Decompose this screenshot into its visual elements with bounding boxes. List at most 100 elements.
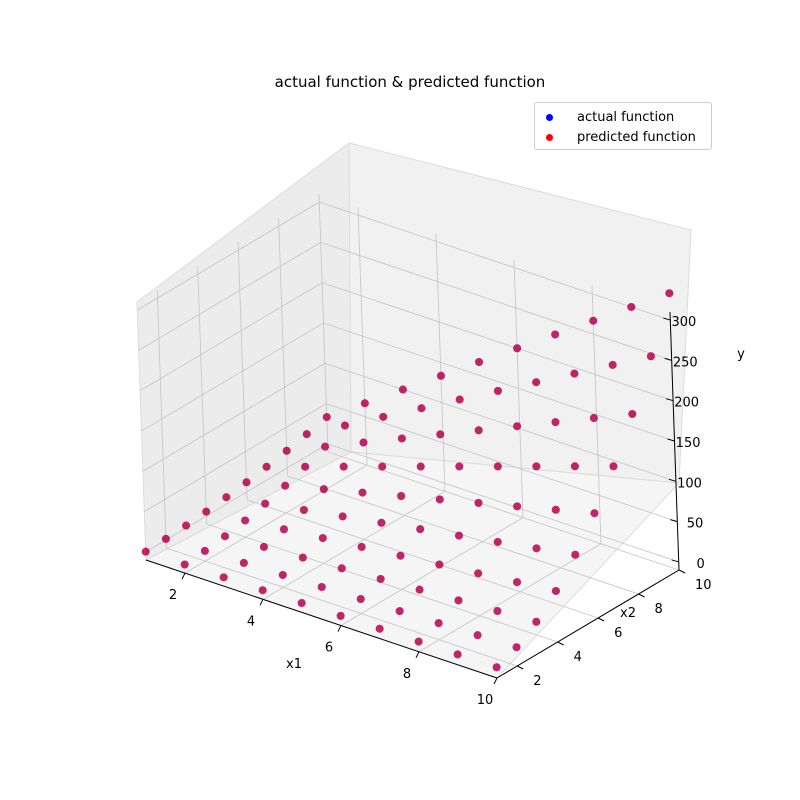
predicted-point	[377, 518, 386, 527]
x-axis-line	[145, 559, 498, 679]
predicted-point	[474, 569, 483, 578]
predicted-point	[222, 493, 231, 502]
predicted-point	[317, 583, 326, 592]
predicted-point	[628, 409, 637, 418]
predicted-point	[279, 525, 288, 534]
legend-marker-actual	[546, 113, 553, 121]
predicted-point	[608, 360, 617, 369]
predicted-point	[627, 302, 636, 311]
predicted-point	[379, 412, 388, 421]
grid-line-z	[321, 282, 674, 402]
predicted-point	[356, 595, 365, 604]
z-tick	[664, 357, 672, 361]
z-tick	[668, 478, 677, 482]
legend-entry-predicted: predicted function	[543, 128, 696, 146]
predicted-point	[492, 663, 501, 672]
grid-line-z	[320, 241, 672, 361]
predicted-point	[454, 531, 463, 540]
predicted-point	[220, 532, 229, 541]
predicted-point	[301, 462, 310, 471]
predicted-point	[435, 495, 444, 504]
predicted-point	[339, 462, 348, 471]
predicted-point	[397, 434, 406, 443]
z-tick-label: 50	[687, 517, 704, 532]
predicted-point	[475, 358, 484, 367]
predicted-point	[493, 607, 502, 616]
x-tick	[493, 677, 498, 685]
predicted-point	[182, 521, 191, 530]
predicted-point	[551, 586, 560, 595]
predicted-point	[551, 505, 560, 514]
predicted-point	[493, 462, 502, 471]
grid-line-z	[141, 322, 324, 432]
predicted-point	[474, 498, 483, 507]
grid-line-y	[246, 499, 599, 619]
predicted-point	[358, 488, 367, 497]
legend-label-predicted: predicted function	[577, 129, 696, 145]
legend-label-actual: actual function	[577, 109, 675, 125]
predicted-point	[357, 542, 366, 551]
predicted-point	[570, 462, 579, 471]
predicted-point	[590, 509, 599, 518]
grid-line-y	[327, 451, 680, 571]
x-tick-label: 8	[403, 667, 411, 682]
grid-line-y	[166, 547, 518, 667]
legend: actual function predicted function	[534, 102, 712, 150]
predicted-point	[375, 624, 384, 633]
predicted-point	[359, 438, 368, 447]
predicted-point	[259, 542, 268, 551]
predicted-point	[378, 462, 387, 471]
predicted-point	[322, 413, 331, 422]
y-tick-label: 8	[655, 602, 663, 617]
predicted-point	[435, 560, 444, 569]
predicted-point	[340, 421, 349, 430]
predicted-point	[281, 481, 290, 490]
predicted-point	[321, 442, 330, 451]
predicted-point	[571, 550, 580, 559]
predicted-point	[239, 558, 248, 567]
predicted-point	[397, 492, 406, 501]
predicted-point	[551, 330, 560, 339]
z-tick	[667, 438, 675, 442]
predicted-point	[414, 637, 423, 646]
grid-line-x	[418, 543, 602, 653]
grid-line-z	[144, 403, 327, 513]
predicted-point	[646, 352, 655, 361]
predicted-point	[416, 525, 425, 534]
grid-line-z	[326, 403, 678, 523]
predicted-point	[513, 502, 522, 511]
grid-line-x	[262, 490, 446, 600]
predicted-point	[242, 478, 251, 487]
grid-line-z	[137, 201, 320, 311]
grid-line-z	[327, 443, 679, 563]
grid-line-z	[142, 362, 326, 472]
predicted-point	[455, 395, 464, 404]
z-tick-label: 200	[674, 396, 699, 411]
y-tick	[638, 593, 645, 598]
z-tick-label: 250	[673, 355, 698, 370]
z-tick-label: 300	[671, 315, 696, 330]
y-tick-label: 2	[533, 674, 541, 689]
x-tick-label: 6	[325, 641, 333, 656]
x-tick	[415, 651, 420, 659]
predicted-point	[278, 570, 287, 579]
legend-entry-actual: actual function	[543, 108, 674, 126]
predicted-point	[453, 650, 462, 659]
predicted-point	[532, 617, 541, 626]
predicted-point	[436, 430, 445, 439]
predicted-point	[417, 404, 426, 413]
grid-line-x	[184, 464, 368, 574]
predicted-point	[532, 462, 541, 471]
predicted-point	[474, 426, 483, 435]
predicted-point	[665, 289, 674, 298]
predicted-point	[258, 586, 267, 595]
x-axis-label: x1	[286, 657, 302, 672]
grid-line-y	[287, 475, 639, 595]
z-tick-label: 150	[676, 436, 701, 451]
predicted-point	[338, 512, 347, 521]
predicted-point	[589, 414, 598, 423]
predicted-point	[532, 544, 541, 553]
x-tick	[259, 599, 264, 606]
data-points	[141, 289, 674, 672]
